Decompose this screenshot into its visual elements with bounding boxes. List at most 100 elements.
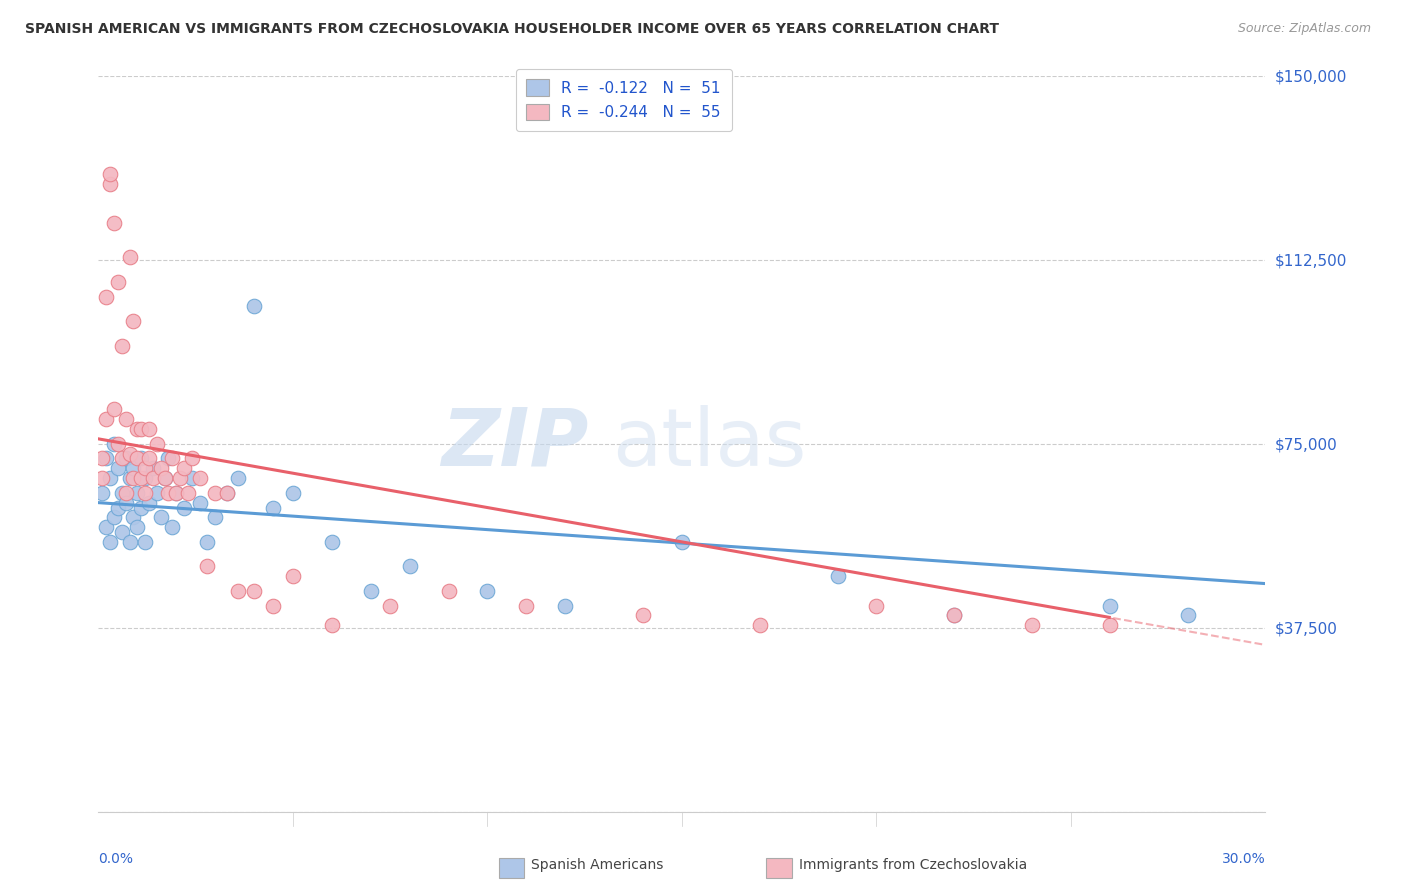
Text: atlas: atlas: [612, 405, 806, 483]
Point: [138, 451, 160, 466]
Text: SPANISH AMERICAN VS IMMIGRANTS FROM CZECHOSLOVAKIA HOUSEHOLDER INCOME OVER 65 YE: SPANISH AMERICAN VS IMMIGRANTS FROM CZEC…: [25, 22, 1000, 37]
Point: [153, 471, 176, 485]
Point: [360, 583, 382, 598]
Point: [437, 583, 460, 598]
Point: [165, 485, 187, 500]
Point: [188, 471, 211, 485]
Point: [162, 451, 184, 466]
Point: [129, 451, 152, 466]
Text: 30.0%: 30.0%: [1222, 852, 1265, 866]
Point: [1021, 618, 1043, 632]
Point: [122, 314, 145, 328]
Point: [134, 461, 156, 475]
Point: [748, 618, 770, 632]
Point: [243, 583, 266, 598]
Point: [134, 534, 156, 549]
Point: [228, 471, 250, 485]
Point: [114, 485, 136, 500]
Point: [107, 461, 129, 475]
Point: [122, 461, 145, 475]
Point: [127, 422, 149, 436]
Point: [262, 500, 284, 515]
Point: [122, 471, 145, 485]
Point: [127, 451, 149, 466]
Point: [157, 485, 180, 500]
Point: [127, 485, 149, 500]
Point: [91, 471, 114, 485]
Point: [122, 510, 145, 524]
Point: [98, 177, 121, 191]
Legend: R =  -0.122   N =  51, R =  -0.244   N =  55: R = -0.122 N = 51, R = -0.244 N = 55: [516, 69, 731, 131]
Point: [98, 167, 121, 181]
Text: Source: ZipAtlas.com: Source: ZipAtlas.com: [1237, 22, 1371, 36]
Point: [228, 583, 250, 598]
Point: [180, 471, 202, 485]
Point: [142, 471, 165, 485]
Text: Immigrants from Czechoslovakia: Immigrants from Czechoslovakia: [799, 858, 1026, 872]
Point: [243, 300, 266, 314]
Point: [96, 451, 118, 466]
Point: [103, 402, 125, 417]
Point: [111, 524, 134, 539]
Point: [129, 422, 152, 436]
Point: [129, 471, 152, 485]
Point: [96, 412, 118, 426]
Point: [103, 216, 125, 230]
Point: [134, 485, 156, 500]
Point: [188, 496, 211, 510]
Point: [204, 485, 226, 500]
Text: ZIP: ZIP: [441, 405, 589, 483]
Point: [281, 485, 304, 500]
Point: [943, 608, 966, 623]
Point: [96, 520, 118, 534]
Point: [107, 275, 129, 289]
Point: [865, 599, 887, 613]
Point: [103, 436, 125, 450]
Point: [107, 500, 129, 515]
Point: [157, 451, 180, 466]
Point: [165, 485, 187, 500]
Point: [114, 412, 136, 426]
Point: [943, 608, 966, 623]
Point: [149, 510, 172, 524]
Point: [162, 520, 184, 534]
Point: [118, 534, 141, 549]
Point: [107, 436, 129, 450]
Point: [398, 559, 420, 574]
Point: [118, 471, 141, 485]
Point: [149, 461, 172, 475]
Point: [204, 510, 226, 524]
Point: [195, 534, 218, 549]
Point: [195, 559, 218, 574]
Point: [98, 471, 121, 485]
Point: [180, 451, 202, 466]
Point: [153, 471, 176, 485]
Point: [477, 583, 499, 598]
Point: [671, 534, 693, 549]
Point: [111, 485, 134, 500]
Point: [114, 496, 136, 510]
Point: [111, 451, 134, 466]
Point: [215, 485, 238, 500]
Point: [91, 451, 114, 466]
Text: 0.0%: 0.0%: [98, 852, 134, 866]
Point: [118, 446, 141, 460]
Point: [138, 496, 160, 510]
Point: [118, 250, 141, 264]
Point: [1098, 599, 1121, 613]
Point: [173, 461, 195, 475]
Point: [138, 422, 160, 436]
Point: [146, 436, 169, 450]
Point: [321, 618, 343, 632]
Point: [321, 534, 343, 549]
Point: [631, 608, 654, 623]
Point: [173, 500, 195, 515]
Point: [96, 289, 118, 303]
Text: Spanish Americans: Spanish Americans: [531, 858, 664, 872]
Point: [1177, 608, 1199, 623]
Point: [103, 510, 125, 524]
Point: [127, 520, 149, 534]
Point: [142, 461, 165, 475]
Point: [262, 599, 284, 613]
Point: [515, 599, 537, 613]
